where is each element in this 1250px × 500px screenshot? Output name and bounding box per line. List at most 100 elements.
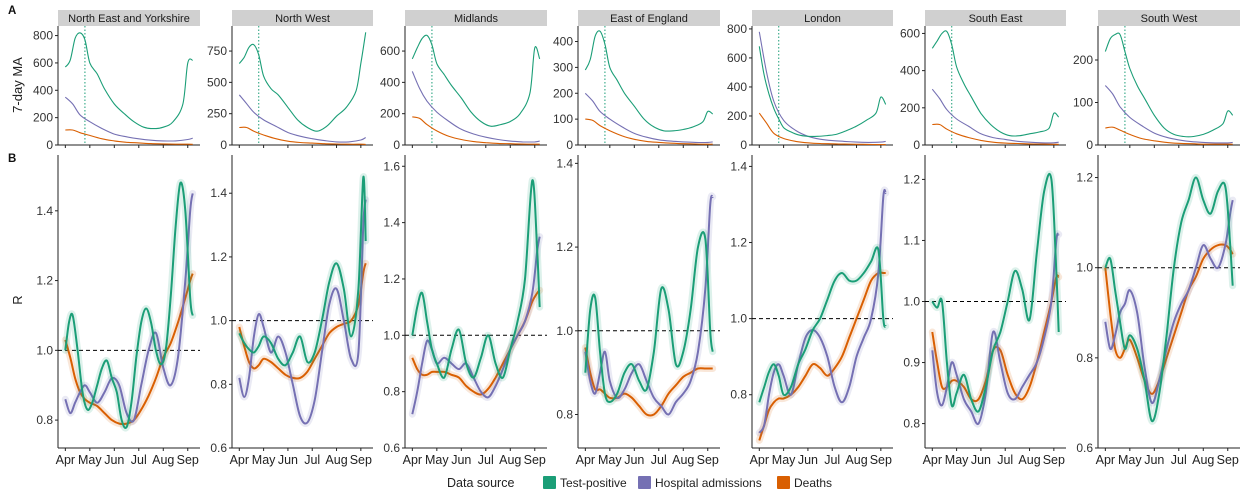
x-tick-label: Apr [403, 453, 422, 467]
series-line-deaths [584, 347, 713, 417]
x-tick-label: Aug [152, 453, 174, 467]
x-tick-label: Sep [1043, 453, 1065, 467]
y-tick-label: 1.2 [730, 236, 747, 250]
x-tick-label: May [945, 453, 969, 467]
y-tick-label: 1.2 [210, 250, 227, 264]
facet-strip-label: East of England [610, 13, 688, 25]
series-line-deaths [758, 271, 886, 441]
x-tick-label: Apr [576, 453, 595, 467]
y-tick-label: 0 [1086, 138, 1093, 152]
x-tick-label: Apr [750, 453, 769, 467]
y-tick-label: 1.0 [730, 312, 747, 326]
y-tick-label: 1.6 [383, 159, 400, 173]
series-line-test-positive [1104, 32, 1234, 138]
legend-label-test-positive: Test-positive [560, 476, 627, 490]
y-tick-label: 400 [553, 35, 573, 49]
series-line-deaths [412, 116, 540, 145]
y-tick-label: 750 [207, 44, 227, 58]
y-tick-label: 1.4 [36, 204, 53, 218]
series-line-deaths [239, 126, 366, 145]
facet-panels: North East and Yorkshire0200400600800Nor… [33, 10, 1240, 467]
y-tick-label: 200 [727, 109, 747, 123]
y-tick-label: 0 [566, 138, 573, 152]
y-tick-label: 300 [553, 60, 573, 74]
y-tick-label: 200 [1073, 53, 1093, 67]
y-tick-label: 1.2 [383, 272, 400, 286]
legend-title: Data source [447, 476, 514, 490]
y-tick-label: 0.6 [210, 441, 227, 455]
y-tick-label: 1.2 [556, 240, 573, 254]
y-tick-label: 800 [33, 29, 53, 43]
facet-strip [925, 10, 1066, 26]
panel-a-facet-south-east: South East 0 200 400 600 [900, 10, 1066, 152]
y-axis-title-top: 7-day MA [10, 57, 25, 113]
y-tick-label: 200 [33, 111, 53, 125]
x-tick-label: Jul [478, 453, 494, 467]
series-line-hospital-admissions [64, 96, 193, 142]
y-tick-label: 1.4 [383, 216, 400, 230]
series-line-test-positive [64, 32, 193, 130]
panel-a-facet-east-of-england: East of England 0 100 200 300 400 [553, 10, 720, 152]
x-tick-label: Aug [845, 453, 867, 467]
panel-a-facet-north-east-and-yorkshire: North East and Yorkshire 0 200 400 600 800 [33, 10, 200, 152]
y-tick-label: 100 [1073, 96, 1093, 110]
y-tick-label: 1.0 [903, 295, 920, 309]
facet-strip [578, 10, 720, 26]
x-tick-label: Jun [1144, 453, 1164, 467]
x-tick-label: Jul [1171, 453, 1187, 467]
panel-b-facet-london: 0.8 1.0 1.2 1.4 Apr May Jun Jul Aug Sep [730, 155, 893, 467]
x-tick-label: May [78, 453, 102, 467]
x-tick-label: Aug [499, 453, 521, 467]
facet-strip-label: London [804, 13, 841, 25]
x-tick-label: Jul [651, 453, 667, 467]
y-tick-label: 100 [553, 112, 573, 126]
x-tick-label: Apr [230, 453, 249, 467]
series-line-hospital-admissions [931, 88, 1059, 144]
x-tick-label: Jul [997, 453, 1013, 467]
y-tick-label: 0 [220, 138, 227, 152]
x-tick-label: Sep [350, 453, 372, 467]
y-tick-label: 600 [900, 26, 920, 40]
y-tick-label: 0.9 [903, 356, 920, 370]
y-tick-label: 0.8 [1076, 351, 1093, 365]
y-tick-label: 600 [33, 56, 53, 70]
x-tick-label: Jun [971, 453, 991, 467]
series-line-test-positive [758, 46, 887, 137]
x-tick-label: Apr [923, 453, 942, 467]
y-tick-label: 1.4 [556, 156, 573, 170]
y-tick-label: 0.8 [36, 413, 53, 427]
y-tick-label: 400 [727, 80, 747, 94]
series-line-deaths [758, 112, 886, 146]
series-line-test-positive [584, 231, 714, 403]
y-axis-title-bottom: R [10, 295, 25, 304]
series-line-hospital-admissions [1104, 85, 1233, 144]
x-tick-label: Apr [56, 453, 75, 467]
y-tick-label: 200 [380, 107, 400, 121]
y-tick-label: 1.2 [36, 274, 53, 288]
panel-b-facet-south-west: 0.6 0.8 1.0 1.2 Apr May Jun Jul Aug Sep [1076, 155, 1240, 467]
series-line-deaths [585, 118, 713, 145]
y-tick-label: 0.8 [210, 377, 227, 391]
facet-strip [232, 10, 373, 26]
series-line-test-positive [758, 246, 887, 403]
facet-strip-label: South East [969, 13, 1023, 25]
series-band-hospital-admissions [408, 233, 544, 418]
legend-swatch-test-positive [543, 476, 556, 489]
facet-strip [1098, 10, 1240, 26]
y-tick-label: 1.0 [1076, 261, 1093, 275]
y-tick-label: 0.8 [903, 417, 920, 431]
y-tick-label: 500 [207, 75, 227, 89]
x-tick-label: Sep [1217, 453, 1239, 467]
y-tick-label: 0 [913, 138, 920, 152]
x-tick-label: Aug [1018, 453, 1040, 467]
legend-label-deaths: Deaths [794, 476, 832, 490]
legend: Data source Test-positive Hospital admis… [447, 476, 832, 490]
series-band-deaths [755, 268, 890, 444]
y-tick-label: 1.0 [36, 343, 53, 357]
series-line-hospital-admissions [584, 92, 713, 144]
facet-strip [405, 10, 547, 26]
legend-swatch-deaths [777, 476, 790, 489]
y-tick-label: 0.8 [556, 408, 573, 422]
y-tick-label: 1.2 [903, 172, 920, 186]
